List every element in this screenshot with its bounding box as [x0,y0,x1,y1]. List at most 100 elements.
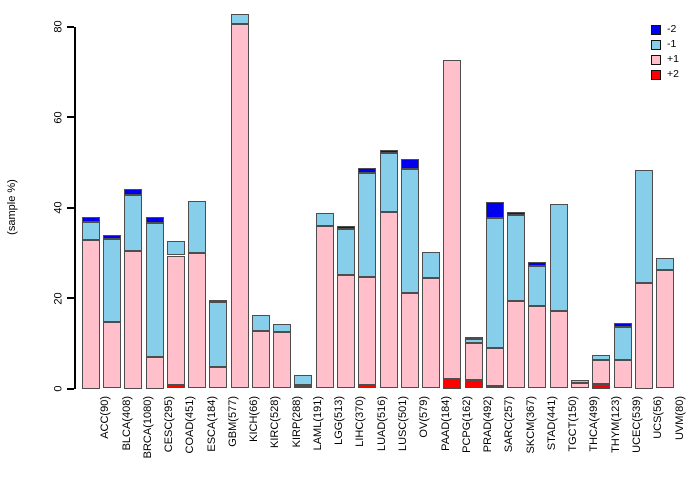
x-category-label: PRAD(492) [482,396,495,453]
bar-segment [358,385,377,389]
bar-segment [124,195,143,252]
x-category-label: UVM(80) [673,396,686,441]
bar-segment [485,202,504,218]
bar-segment [145,223,164,358]
x-category-label: UCEC(539) [631,396,643,453]
bar [507,211,526,389]
bar [294,374,313,389]
bar-segment [613,322,632,328]
bar-segment [570,380,589,384]
bar-segment [422,251,440,278]
y-axis-title: (sample %) [6,179,18,235]
bar-segment [549,203,568,311]
bar-segment [103,321,121,389]
x-category-label: OV(579) [418,396,431,438]
y-axis-tick [67,116,74,118]
x-category-label: SARC(257) [503,396,516,453]
bar-segment [209,367,228,389]
x-category-label: LIHC(370) [354,396,367,447]
bar-segment [528,305,547,389]
bar-segment [379,152,398,212]
bar-segment [315,213,334,227]
bar [379,149,398,389]
bar-segment [528,265,547,306]
y-tick-label: 20 [52,291,65,305]
bar-segment [145,357,164,389]
bar-segment [81,239,100,389]
bar-segment [656,269,674,389]
y-axis-line [74,26,76,389]
bar-segment [273,324,292,333]
bar-segment [81,222,100,240]
bar-segment [485,386,504,389]
bar-segment [166,255,185,385]
bar-segment [230,14,249,24]
bar-segment [592,384,611,389]
legend-swatch [651,25,661,35]
x-category-label: LUAD(516) [375,396,388,452]
bar-segment [592,355,611,360]
bar-segment [358,173,377,278]
bar-segment [464,380,483,389]
bar-segment [400,169,419,293]
x-category-label: CESC(295) [163,396,175,453]
bar [656,257,674,389]
bar-segment [464,336,483,340]
bar [251,314,270,389]
bar-segment [294,374,313,385]
bar-segment [124,188,143,196]
bar-segment [358,167,377,174]
bar-segment [656,257,674,270]
legend-item: -2 [651,23,699,36]
x-category-label: LGG(513) [333,396,346,445]
bar-segment [485,217,504,348]
x-category-label: ACC(90) [99,396,112,439]
bar [230,14,249,389]
bar-segment [273,332,292,389]
bar-segment [570,383,589,389]
bar [315,213,334,389]
bar-segment [507,215,526,302]
x-category-label: TGCT(150) [567,396,580,452]
legend-label: +2 [667,68,679,80]
bar [634,169,653,389]
y-tick-label: 40 [52,201,65,214]
y-tick-label: 60 [52,110,65,124]
bar [166,241,185,389]
bar [528,262,547,389]
bar-segment [507,301,526,389]
bar [188,200,207,389]
bar-segment [613,359,632,389]
bar-segment [124,251,143,389]
bar-segment [336,228,355,276]
bar [103,234,121,389]
bar-segment [209,299,228,303]
bar [81,216,100,389]
bar-segment [188,252,207,389]
bar [443,59,462,389]
y-axis-tick [67,297,74,299]
bar-segment [379,211,398,389]
x-category-label: UCS(56) [652,396,665,439]
bar-segment [528,262,547,266]
bar-segment [103,234,121,239]
bar [464,336,483,389]
legend-label: +1 [667,53,679,65]
bar-segment [294,385,313,389]
y-axis-tick [67,25,74,28]
bar-segment [251,330,270,389]
y-axis-tick [67,387,74,390]
legend-swatch [651,40,661,50]
x-category-label: THYM(123) [609,396,622,453]
x-category-label: KIRP(288) [290,396,303,448]
y-tick-label: 0 [52,385,65,392]
bar-segment [81,216,100,223]
bar-segment [634,169,653,284]
bar [124,188,143,389]
bar [422,251,440,389]
bar [273,324,292,389]
bar-segment [400,292,419,389]
bar-segment [166,384,185,389]
bar [613,322,632,389]
